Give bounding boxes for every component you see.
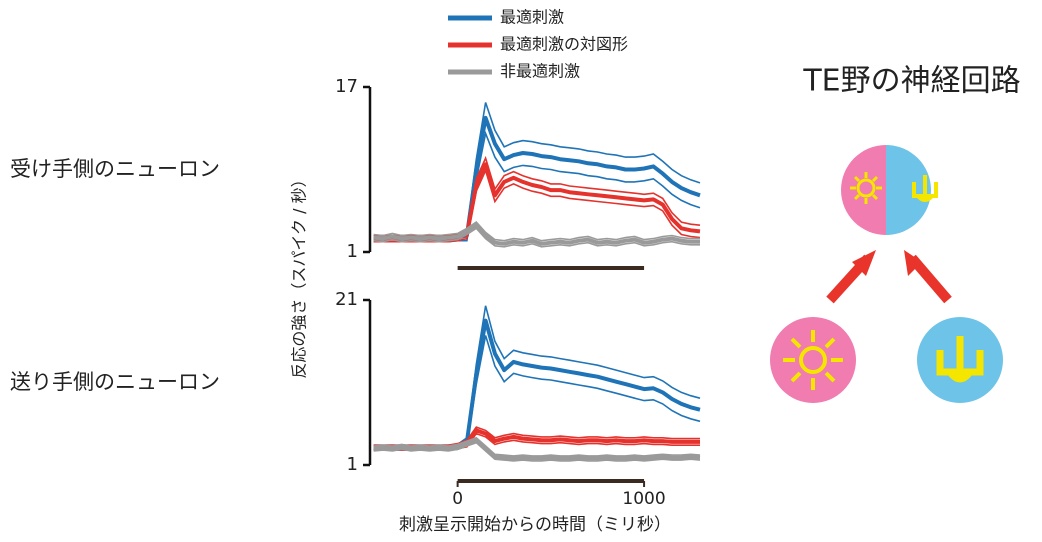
error-lower [373, 441, 701, 462]
cup-icon [936, 336, 984, 383]
error-lower [373, 335, 701, 451]
cup-icon-small [912, 175, 938, 202]
y-tick-label: 1 [347, 241, 358, 262]
series-line [373, 115, 701, 241]
y-tick-label: 17 [335, 76, 358, 97]
chart-title: 送り手側のニューロン [10, 370, 220, 394]
x-axis-label: 刺激呈示開始からの時間（ミリ秒） [399, 515, 671, 535]
series-line [373, 438, 701, 461]
pink-circle [770, 317, 856, 403]
error-upper [373, 436, 701, 457]
flower-icon [783, 330, 843, 390]
legend-label: 最適刺激の対図形 [500, 35, 628, 54]
arrowhead [904, 250, 922, 276]
diagram-title: TE野の神経回路 [802, 64, 1020, 99]
blue-half [886, 145, 931, 235]
x-tick-label: 0 [452, 489, 463, 509]
chart-title: 受け手側のニューロン [10, 157, 220, 181]
error-lower [373, 227, 700, 248]
pink-half [841, 145, 886, 235]
flower-icon-small [850, 172, 882, 204]
y-tick-label: 21 [335, 289, 358, 310]
y-axis-label: 反応の強さ（スパイク / 秒） [290, 171, 309, 378]
x-tick-label: 1000 [622, 489, 665, 509]
error-upper [373, 102, 701, 237]
error-lower [373, 168, 701, 243]
legend-label: 非最適刺激 [500, 62, 580, 81]
series-line [373, 223, 700, 246]
error-upper [373, 155, 701, 237]
diagram [770, 145, 1003, 403]
y-tick-label: 1 [347, 454, 358, 475]
legend-label: 最適刺激 [500, 8, 564, 27]
series-line [373, 318, 701, 450]
series-line [373, 162, 701, 241]
error-upper [373, 221, 700, 242]
arrowhead [852, 250, 876, 276]
error-upper [373, 305, 701, 446]
